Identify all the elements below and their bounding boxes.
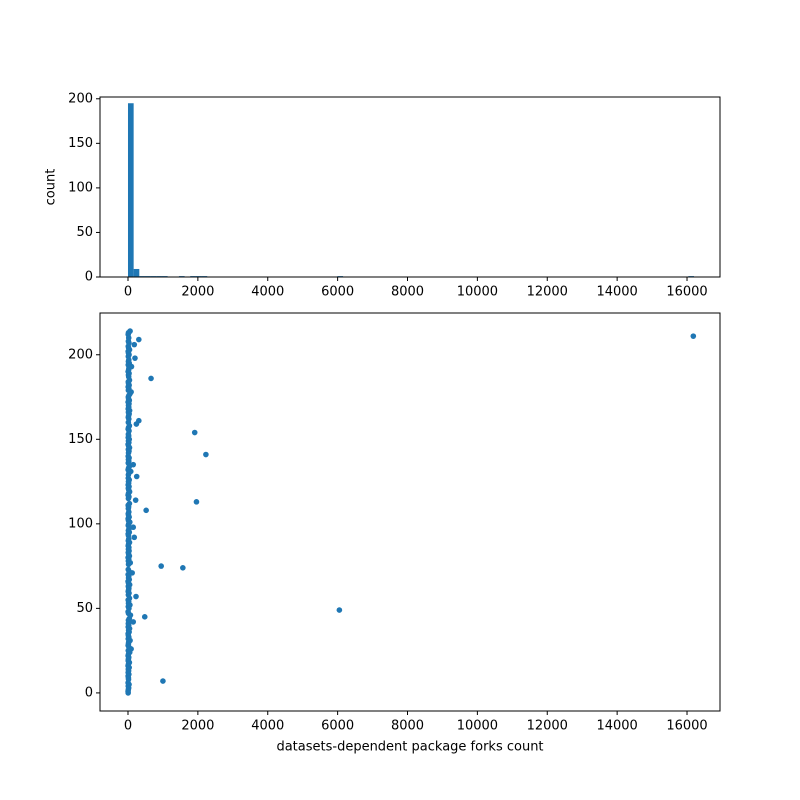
point xyxy=(125,566,132,573)
point xyxy=(130,461,137,468)
x-tick-label: 10000 xyxy=(457,719,498,734)
point xyxy=(148,375,154,382)
axes-frame xyxy=(99,312,721,712)
bar xyxy=(133,268,140,277)
x-tick-label: 8000 xyxy=(391,719,424,734)
point xyxy=(131,341,138,348)
y-tick-label: 200 xyxy=(68,347,93,362)
x-tick-label: 0 xyxy=(124,719,132,734)
x-tick-label: 2000 xyxy=(181,719,214,734)
point xyxy=(133,593,139,600)
y-tick-label: 150 xyxy=(68,136,93,151)
x-tick-label: 4000 xyxy=(251,719,284,734)
point xyxy=(132,497,139,503)
point xyxy=(132,355,138,361)
x-tick-label: 14000 xyxy=(596,285,637,300)
x-tick-label: 4000 xyxy=(251,285,284,300)
bar xyxy=(127,103,134,277)
x-tick-label: 12000 xyxy=(527,285,568,300)
point xyxy=(127,328,133,334)
y-tick-label: 100 xyxy=(68,180,93,195)
x-tick-label: 0 xyxy=(124,285,132,300)
axes-frame xyxy=(99,96,721,278)
point xyxy=(136,417,142,424)
x-tick-label: 16000 xyxy=(666,719,707,734)
x-tick-label: 6000 xyxy=(321,719,354,734)
point xyxy=(130,619,137,625)
y-axis-label: count xyxy=(44,169,59,206)
y-tick-label: 50 xyxy=(76,601,93,616)
point xyxy=(136,336,142,343)
point xyxy=(336,607,343,613)
point xyxy=(158,563,164,569)
point xyxy=(133,473,140,480)
point xyxy=(180,564,186,571)
y-tick-label: 50 xyxy=(76,225,93,240)
y-tick-label: 0 xyxy=(85,270,93,285)
point xyxy=(131,534,138,541)
y-tick-label: 200 xyxy=(68,91,93,106)
point xyxy=(130,524,137,531)
y-tick-label: 100 xyxy=(68,516,93,531)
point xyxy=(143,507,149,514)
y-tick-label: 150 xyxy=(68,432,93,447)
x-tick-label: 14000 xyxy=(596,719,637,734)
x-tick-label: 6000 xyxy=(321,285,354,300)
point xyxy=(193,499,200,505)
point xyxy=(141,614,148,620)
point xyxy=(160,678,166,684)
x-tick-label: 2000 xyxy=(181,285,214,300)
point xyxy=(690,333,697,339)
point xyxy=(203,451,209,458)
x-axis-label: datasets-dependent package forks count xyxy=(276,740,543,755)
point xyxy=(191,429,198,436)
x-tick-label: 16000 xyxy=(666,285,707,300)
x-tick-label: 8000 xyxy=(391,285,424,300)
y-tick-label: 0 xyxy=(85,685,93,700)
point xyxy=(126,500,133,507)
x-tick-label: 10000 xyxy=(457,285,498,300)
x-tick-label: 12000 xyxy=(527,719,568,734)
